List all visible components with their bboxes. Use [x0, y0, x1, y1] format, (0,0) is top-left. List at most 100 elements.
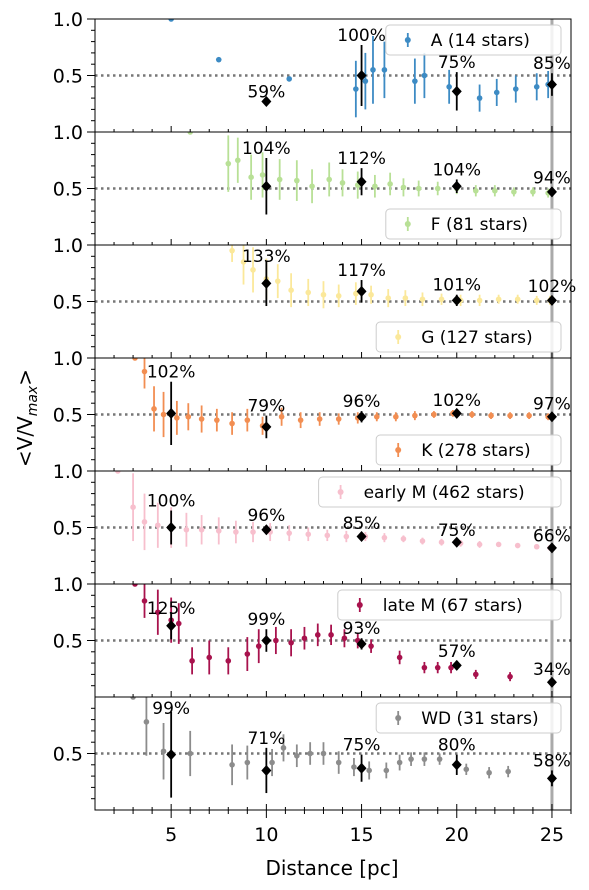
- summary-label: 96%: [343, 392, 381, 412]
- data-point: [324, 532, 331, 539]
- legend-box: [385, 208, 562, 240]
- data-point: [286, 76, 293, 82]
- data-point: [229, 247, 235, 254]
- data-point: [294, 177, 300, 184]
- summary-marker: [356, 531, 367, 543]
- summary-label: 112%: [337, 149, 386, 169]
- y-axis-label-main: <V/V: [13, 416, 37, 467]
- x-tick-label: 5: [165, 824, 177, 846]
- legend-marker: [395, 715, 402, 721]
- data-point: [155, 522, 161, 529]
- summary-label: 75%: [343, 736, 381, 756]
- data-point: [396, 654, 403, 661]
- summary-marker: [166, 522, 177, 533]
- summary-marker: [261, 180, 272, 192]
- y-tick-label: 0.5: [53, 66, 83, 88]
- data-point: [187, 132, 193, 135]
- summary-label: 125%: [147, 599, 196, 619]
- data-point: [273, 637, 279, 644]
- data-point: [366, 767, 372, 774]
- x-tick-label: 15: [349, 824, 373, 846]
- summary-label: 66%: [533, 527, 571, 547]
- data-point: [215, 528, 222, 534]
- data-point: [448, 664, 454, 671]
- data-point: [307, 750, 313, 757]
- data-point: [206, 654, 213, 661]
- summary-marker: [451, 294, 462, 306]
- data-point: [511, 189, 517, 195]
- data-point: [248, 174, 254, 180]
- summary-label: 75%: [438, 53, 476, 73]
- data-point: [225, 658, 232, 664]
- data-point: [276, 176, 283, 183]
- x-axis-label: Distance [pc]: [265, 856, 398, 880]
- data-point: [493, 89, 500, 96]
- data-point: [421, 756, 428, 762]
- data-point: [235, 157, 241, 164]
- legend: K (278 stars): [375, 434, 562, 466]
- data-point: [434, 185, 441, 192]
- data-point: [229, 762, 235, 768]
- data-point: [408, 756, 414, 762]
- data-point: [495, 541, 502, 548]
- summary-marker: [546, 542, 557, 554]
- data-point: [259, 172, 266, 178]
- legend-label: G (127 stars): [421, 328, 532, 348]
- legend-marker: [337, 489, 344, 495]
- summary-label: 101%: [432, 276, 481, 296]
- legend-marker: [395, 334, 402, 340]
- summary-marker: [261, 421, 272, 433]
- legend: G (127 stars): [375, 321, 562, 353]
- y-tick-label: 1.0: [53, 235, 83, 257]
- data-point: [288, 287, 294, 294]
- data-point: [305, 531, 312, 538]
- legend: late M (67 stars): [337, 589, 562, 621]
- summary-marker: [356, 638, 367, 650]
- data-point: [514, 296, 521, 303]
- data-point: [141, 368, 148, 375]
- data-point: [514, 542, 521, 549]
- panel-2: 133% 117% 101% 102% 1.0 0.5 G (127 stars): [53, 235, 576, 359]
- legend: A (14 stars): [385, 24, 562, 56]
- panels-group: 59%100%75% 85%1.00.5A (14 stars)104%112%1…: [53, 9, 576, 811]
- summary-label: 75%: [438, 521, 476, 541]
- y-tick-label: 0.5: [53, 405, 83, 427]
- data-point: [130, 697, 136, 700]
- data-point: [486, 769, 492, 776]
- summary-marker: [356, 285, 367, 297]
- summary-marker: [451, 759, 462, 771]
- panel-4: 100% 96% 85% 75% 66% 1.0 0.5 early M (462 stars…: [53, 461, 572, 585]
- legend-label: F (81 stars): [431, 215, 528, 235]
- summary-label: 80%: [438, 736, 476, 756]
- y-tick-label: 0.5: [53, 179, 83, 201]
- data-point: [141, 598, 148, 604]
- summary-label: 133%: [242, 247, 291, 267]
- data-point: [400, 536, 407, 542]
- data-point: [314, 632, 321, 638]
- data-point: [189, 658, 195, 664]
- data-point: [415, 185, 422, 192]
- data-point: [244, 651, 251, 657]
- data-point: [402, 295, 409, 301]
- data-point: [229, 420, 235, 427]
- summary-marker: [356, 176, 367, 188]
- summary-marker: [546, 294, 557, 306]
- panel-6: 99% 71% 75% 80% 58% 0.5 WD (31 stars): [53, 696, 572, 811]
- data-point: [381, 67, 388, 73]
- data-point: [278, 413, 285, 420]
- summary-marker: [261, 277, 272, 289]
- summary-label: 71%: [247, 729, 285, 749]
- summary-label: 58%: [533, 751, 571, 771]
- data-point: [412, 412, 418, 419]
- data-point: [533, 84, 540, 90]
- data-point: [476, 541, 483, 548]
- summary-label: 96%: [247, 506, 285, 526]
- data-point: [328, 632, 334, 638]
- data-point: [476, 95, 483, 101]
- data-point: [320, 750, 327, 757]
- data-point: [274, 278, 281, 284]
- data-point: [370, 67, 376, 73]
- x-axis: 5 10 15 20 25: [113, 810, 572, 846]
- y-tick-label: 1.0: [53, 122, 83, 144]
- data-point: [368, 643, 374, 649]
